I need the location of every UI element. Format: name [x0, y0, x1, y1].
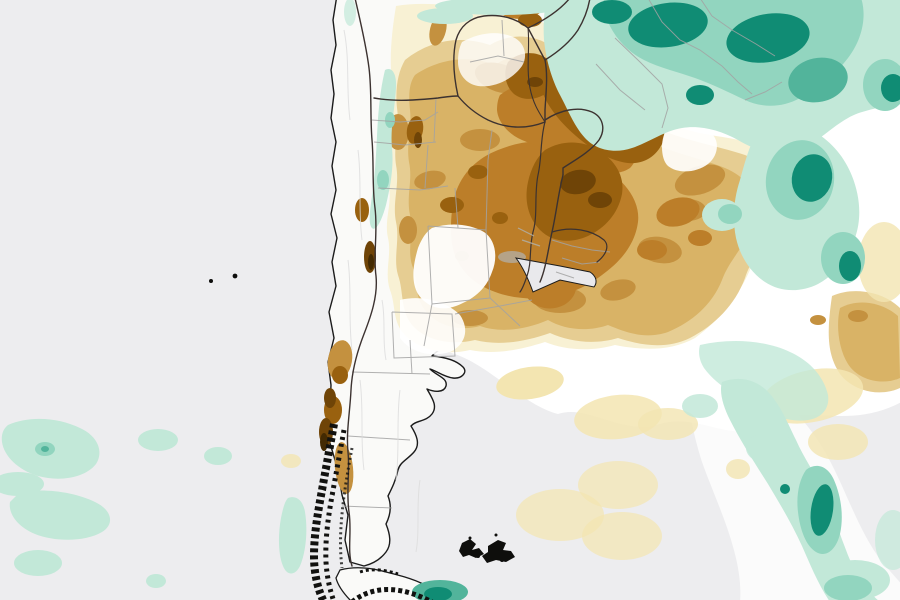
rio-de-la-plata-estuary	[514, 257, 597, 293]
parana-river	[519, 121, 546, 293]
bolivia-brazil-border	[527, 0, 570, 29]
andes-relief-lines	[343, 29, 421, 553]
paraguay-river	[527, 27, 546, 123]
province-borders	[341, 0, 783, 509]
ibera-marsh-texture	[517, 227, 541, 247]
offshore-island-dots	[209, 273, 238, 283]
dry-field-white-holes	[400, 33, 717, 355]
brazil-uruguay-border	[551, 228, 608, 263]
fjord-coast-texture	[309, 423, 434, 600]
brazil-paraguay-border	[544, 0, 591, 61]
falkland-islands	[459, 533, 515, 563]
wet-anomaly-level-4	[424, 0, 900, 600]
bolivia-argentina-border	[373, 95, 459, 102]
chile-argentina-border	[346, 0, 378, 567]
country-borders	[346, 0, 608, 567]
argentina-brazil-border	[544, 108, 604, 176]
